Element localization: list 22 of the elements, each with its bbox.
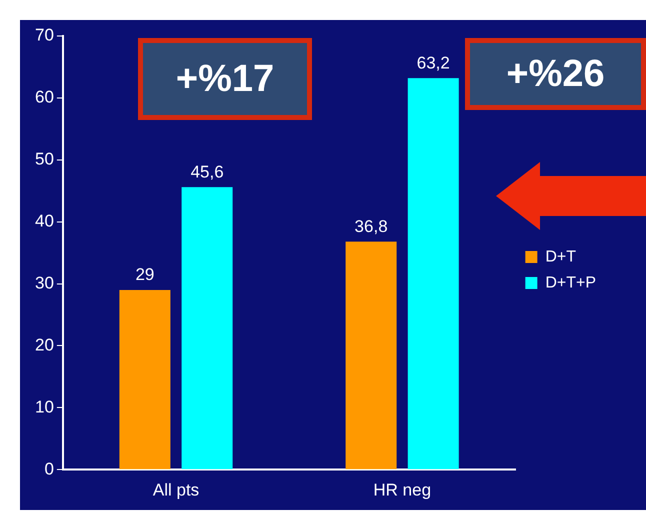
- y-tick-label: 0: [44, 459, 54, 478]
- bar: [182, 187, 233, 470]
- data-label: 36,8: [354, 216, 388, 236]
- y-tick-label: 70: [34, 26, 54, 45]
- data-label: 63,2: [416, 53, 450, 72]
- data-label: 29: [135, 265, 154, 284]
- y-tick-label: 50: [34, 150, 54, 169]
- y-tick-label: 20: [34, 335, 54, 354]
- bar: [119, 290, 170, 470]
- y-tick-label: 10: [34, 397, 54, 416]
- bar: [408, 78, 459, 470]
- y-tick-label: 60: [34, 88, 54, 107]
- legend-label: D+T: [545, 248, 576, 266]
- annotation: +%26: [465, 38, 646, 110]
- y-tick-label: 40: [34, 212, 54, 231]
- x-tick-label: All pts: [152, 480, 200, 500]
- data-label: 45,6: [190, 162, 224, 182]
- bar: [346, 242, 397, 470]
- y-tick-label: 30: [34, 273, 54, 292]
- annotation: +%17: [138, 38, 312, 120]
- x-tick-label: HR neg: [373, 480, 432, 500]
- legend-label: D+T+P: [545, 274, 596, 292]
